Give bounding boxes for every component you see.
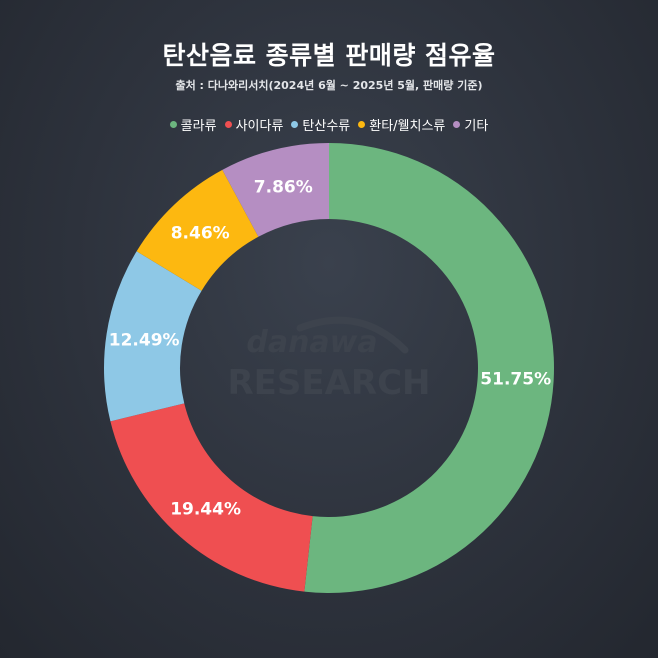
slice-sparkling-water — [103, 251, 202, 422]
chart-title: 탄산음료 종류별 판매량 점유율 — [162, 41, 496, 70]
slice-label-other: 7.86% — [254, 178, 313, 198]
watermark-swoosh — [296, 316, 409, 354]
legend-dot — [169, 121, 177, 128]
slice-label-fanta-welchs: 8.46% — [171, 223, 230, 243]
slice-label-cider: 19.44% — [170, 500, 241, 520]
legend-item-fanta-welchs: 환타/웰치스류 — [358, 115, 445, 134]
chart-subtitle: 출처 : 다나와리서치(2024년 6월 ~ 2025년 5월, 판매량 기준) — [175, 79, 483, 92]
legend-item-sparkling-water: 탄산수류 — [291, 115, 350, 134]
slice-label-cola: 51.75% — [480, 369, 551, 389]
legend-item-other: 기타 — [453, 115, 488, 134]
chart-legend: 콜라류 사이다류 탄산수류 환타/웰치스류 기타 — [0, 115, 658, 134]
legend-label: 콜라류 — [180, 119, 217, 134]
slice-other — [222, 143, 329, 237]
legend-label: 사이다류 — [235, 119, 284, 134]
legend-dot — [224, 121, 232, 128]
slice-label-sparkling-water: 12.49% — [109, 331, 180, 351]
legend-dot — [291, 121, 299, 128]
slice-cola — [304, 143, 554, 593]
legend-item-cider: 사이다류 — [224, 115, 284, 134]
slices — [103, 143, 554, 593]
legend-dot — [358, 121, 366, 128]
legend-label: 환타/웰치스류 — [369, 119, 446, 134]
legend-label: 탄산수류 — [302, 119, 351, 134]
watermark-research: RESEARCH — [227, 363, 430, 403]
slice-labels: 51.75% 19.44% 12.49% 8.46% 7.86% — [109, 178, 551, 520]
legend-item-cola: 콜라류 — [169, 115, 217, 134]
slice-cider — [110, 403, 313, 592]
watermark-danawa: danawa — [246, 325, 377, 360]
legend-dot — [453, 121, 461, 128]
watermark: danawa RESEARCH — [227, 316, 431, 403]
legend-label: 기타 — [464, 119, 489, 134]
slice-fanta-welchs — [136, 169, 259, 291]
